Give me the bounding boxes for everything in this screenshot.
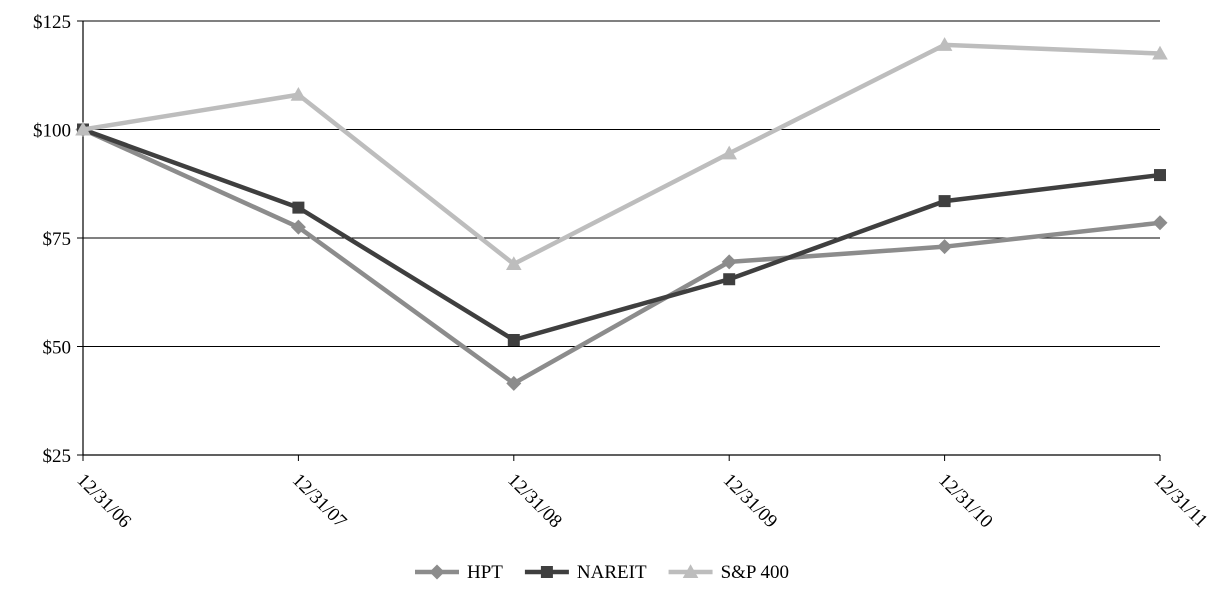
y-tick-labels: $25 $50 $75 $100 $125 xyxy=(33,12,83,467)
gridlines xyxy=(83,20,1160,348)
series-s-p-400 xyxy=(75,37,1168,271)
data-point-nareit xyxy=(938,195,951,208)
legend-label: NAREIT xyxy=(577,562,647,583)
x-tick-label: 12/31/06 xyxy=(72,470,135,533)
x-tick-labels: 12/31/06 12/31/07 12/31/08 12/31/09 12/31/10… xyxy=(72,455,1212,533)
y-tick-label: $75 xyxy=(43,229,72,250)
data-point-nareit xyxy=(723,273,736,286)
legend-marker xyxy=(540,566,553,578)
data-point-s-p-400 xyxy=(936,37,953,51)
series-line-hpt xyxy=(82,127,1161,386)
data-point-nareit xyxy=(292,201,305,214)
data-point-s-p-400 xyxy=(290,86,307,101)
data-point-hpt xyxy=(506,375,522,391)
data-point-nareit xyxy=(1154,169,1166,182)
legend-label: HPT xyxy=(467,562,503,583)
x-tick-label: 12/31/08 xyxy=(503,470,566,533)
y-tick-label: $100 xyxy=(33,121,71,142)
y-tick-label: $125 xyxy=(33,12,71,33)
legend-marker xyxy=(682,564,699,578)
legend-item-s-p-400: S&P 400 xyxy=(668,562,789,583)
x-tick-label: 12/31/10 xyxy=(934,470,997,533)
legend-label: S&P 400 xyxy=(721,562,789,583)
data-point-s-p-400 xyxy=(75,121,91,136)
series-nareit xyxy=(77,123,1166,346)
data-point-nareit xyxy=(507,333,520,346)
data-point-s-p-400 xyxy=(721,145,737,160)
data-point-s-p-400 xyxy=(506,256,522,271)
legend-item-nareit: NAREIT xyxy=(524,562,647,583)
data-point-hpt xyxy=(1152,215,1168,231)
data-point-hpt xyxy=(721,254,737,270)
legend: HPT NAREIT S&P 400 xyxy=(415,562,789,583)
x-tick-label: 12/31/09 xyxy=(719,470,782,533)
x-tick-label: 12/31/07 xyxy=(288,470,351,533)
series-layer xyxy=(75,37,1168,391)
series-hpt xyxy=(75,122,1168,391)
series-line-nareit xyxy=(82,127,1161,343)
y-tick-label: $50 xyxy=(43,338,72,359)
legend-item-hpt: HPT xyxy=(415,562,503,583)
data-point-hpt xyxy=(937,239,953,255)
data-point-s-p-400 xyxy=(1152,45,1168,60)
data-point-hpt xyxy=(290,219,306,235)
series-line-s-p-400 xyxy=(82,42,1161,267)
x-tick-label: 12/31/11 xyxy=(1149,470,1211,532)
y-tick-label: $25 xyxy=(43,446,72,467)
legend-marker xyxy=(429,564,445,580)
